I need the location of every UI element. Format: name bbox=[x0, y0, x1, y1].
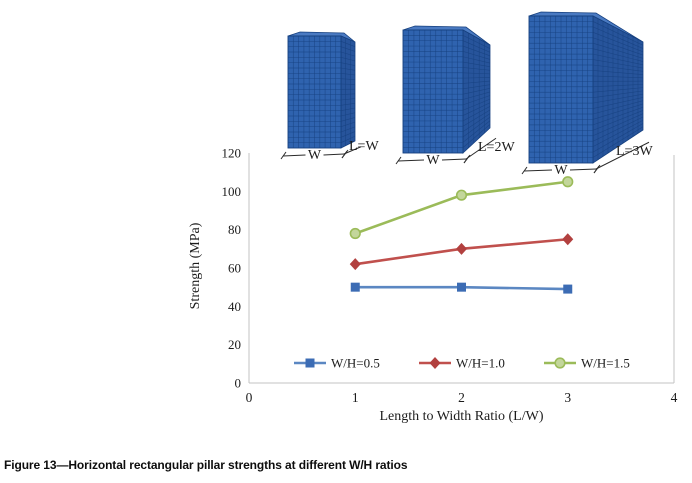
series-marker-square bbox=[457, 282, 466, 292]
series-marker-square bbox=[350, 282, 360, 292]
pillar-length-dim-line bbox=[465, 137, 497, 160]
pillar-length-dim-line bbox=[343, 146, 362, 155]
pillar-width-label: W bbox=[426, 153, 440, 168]
series-marker-circle bbox=[554, 357, 566, 369]
pillar-width-dim-line bbox=[397, 159, 425, 162]
pillar-length-label: L=W bbox=[349, 139, 379, 154]
series-marker-circle bbox=[455, 189, 468, 201]
pillar-length-label: L=2W bbox=[478, 140, 515, 155]
x-tick-label: 3 bbox=[564, 390, 571, 405]
y-tick-label: 100 bbox=[222, 184, 242, 199]
pillar-width-dim-line bbox=[569, 168, 597, 171]
pillar-width-label: W bbox=[554, 163, 568, 178]
pillar-width-dim-line bbox=[323, 153, 345, 156]
y-tick-label: 80 bbox=[228, 222, 241, 237]
legend-label: W/H=1.0 bbox=[456, 356, 505, 371]
series-marker-circle bbox=[349, 227, 361, 240]
series-marker-diamond bbox=[456, 242, 467, 255]
y-tick-label: 20 bbox=[228, 337, 241, 352]
series-marker-square bbox=[305, 358, 315, 368]
series-marker-diamond bbox=[429, 357, 441, 369]
figure-caption: Figure 13—Horizontal rectangular pillar … bbox=[4, 458, 408, 472]
x-tick-label: 4 bbox=[671, 390, 678, 405]
y-tick-label: 0 bbox=[235, 376, 242, 391]
legend-label: W/H=0.5 bbox=[331, 356, 380, 371]
x-tick-label: 1 bbox=[352, 390, 359, 405]
series-line bbox=[353, 180, 570, 235]
pillar-front-face bbox=[402, 29, 464, 154]
x-axis-title: Length to Width Ratio (L/W) bbox=[379, 409, 544, 424]
pillar-length-label: L=3W bbox=[616, 144, 653, 159]
pillar-length-dim-line bbox=[595, 141, 650, 170]
legend-label: W/H=1.5 bbox=[581, 356, 630, 371]
pillar-width-label: W bbox=[308, 148, 322, 163]
x-tick-label: 0 bbox=[246, 390, 253, 405]
pillar-width-dim-line bbox=[282, 154, 306, 157]
y-tick-label: 40 bbox=[228, 299, 241, 314]
y-tick-label: 120 bbox=[222, 146, 242, 161]
y-axis-title: Strength (MPa) bbox=[188, 222, 203, 310]
series-marker-diamond bbox=[349, 258, 361, 271]
series-marker-diamond bbox=[562, 233, 574, 246]
y-tick-label: 60 bbox=[228, 261, 241, 276]
pillar-width-dim-line bbox=[441, 158, 467, 161]
series-marker-circle bbox=[562, 176, 574, 188]
pillar-width-dim-line bbox=[523, 169, 553, 172]
x-tick-label: 2 bbox=[458, 390, 465, 405]
series-marker-square bbox=[563, 284, 573, 294]
